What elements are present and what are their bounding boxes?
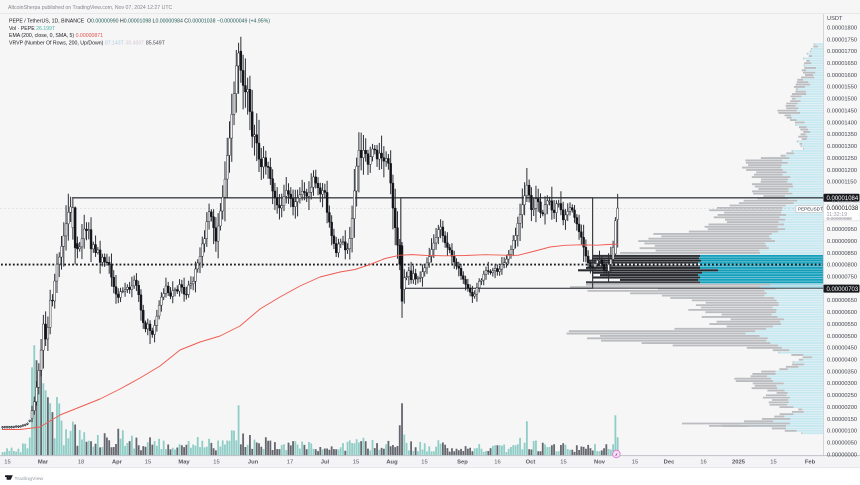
svg-text:0.00000800: 0.00000800 xyxy=(827,263,857,269)
svg-text:0.00000350: 0.00000350 xyxy=(827,369,857,375)
svg-text:Oct: Oct xyxy=(526,460,536,466)
svg-text:Apr: Apr xyxy=(112,460,123,466)
svg-text:18: 18 xyxy=(78,460,84,466)
svg-text:15: 15 xyxy=(4,460,10,466)
svg-text:Jul: Jul xyxy=(321,460,330,466)
svg-text:0.00001400: 0.00001400 xyxy=(827,120,857,126)
svg-text:Aug: Aug xyxy=(386,460,398,466)
svg-text:0.00000550: 0.00000550 xyxy=(827,322,857,328)
svg-text:Vol · PEPE 26.199T: Vol · PEPE 26.199T xyxy=(9,26,56,32)
svg-text:15: 15 xyxy=(770,460,776,466)
svg-text:Jun: Jun xyxy=(248,460,259,466)
svg-text:15: 15 xyxy=(145,460,151,466)
svg-text:0.00001200: 0.00001200 xyxy=(827,168,857,174)
svg-text:Dec: Dec xyxy=(664,460,675,466)
svg-text:0.00000900: 0.00000900 xyxy=(827,239,857,245)
svg-text:15: 15 xyxy=(632,460,638,466)
svg-text:Nov: Nov xyxy=(594,460,606,466)
svg-text:0.00001750: 0.00001750 xyxy=(827,37,857,43)
svg-text:0.00001300: 0.00001300 xyxy=(827,144,857,150)
svg-text:0.00001650: 0.00001650 xyxy=(827,61,857,67)
svg-text:0.00000989: 0.00000989 xyxy=(827,216,853,222)
svg-text:0.00000950: 0.00000950 xyxy=(827,227,857,233)
svg-text:0.00001450: 0.00001450 xyxy=(827,109,857,115)
svg-text:15: 15 xyxy=(213,460,219,466)
svg-text:11:32:19: 11:32:19 xyxy=(827,212,848,218)
svg-text:0.00001700: 0.00001700 xyxy=(827,49,857,55)
svg-text:PEPE / TetherUS, 1D, BINANCE: PEPE / TetherUS, 1D, BINANCE O0.00000990… xyxy=(9,18,270,24)
svg-text:Mar: Mar xyxy=(38,460,49,466)
svg-text:Feb: Feb xyxy=(805,460,816,466)
svg-text:16: 16 xyxy=(494,460,500,466)
svg-text:0.00000200: 0.00000200 xyxy=(827,405,857,411)
svg-text:0.00000000: 0.00000000 xyxy=(827,452,857,458)
svg-text:15: 15 xyxy=(560,460,566,466)
svg-text:AltcoinSherpa published on Tra: AltcoinSherpa published on TradingView.c… xyxy=(8,5,173,11)
svg-text:0.00000400: 0.00000400 xyxy=(827,358,857,364)
svg-text:0.00000600: 0.00000600 xyxy=(827,310,857,316)
svg-text:EMA (200, close, 0, SMA, 5) 0.: EMA (200, close, 0, SMA, 5) 0.00000871 xyxy=(9,33,103,39)
svg-text:0.00000450: 0.00000450 xyxy=(827,346,857,352)
svg-text:0.00000850: 0.00000850 xyxy=(827,251,857,257)
svg-text:15: 15 xyxy=(353,460,359,466)
svg-text:0.00000300: 0.00000300 xyxy=(827,381,857,387)
svg-text:0.00001038: 0.00001038 xyxy=(827,206,859,212)
svg-text:0.00001800: 0.00001800 xyxy=(827,25,857,31)
svg-text:15: 15 xyxy=(421,460,427,466)
svg-text:0.00001600: 0.00001600 xyxy=(827,73,857,79)
svg-text:0.00000703: 0.00000703 xyxy=(827,287,859,293)
svg-text:PEPEUSDT: PEPEUSDT xyxy=(798,207,823,212)
svg-text:16: 16 xyxy=(700,460,706,466)
svg-text:0.00001084: 0.00001084 xyxy=(827,196,859,202)
svg-text:May: May xyxy=(178,460,190,466)
svg-text:0.00000100: 0.00000100 xyxy=(827,429,857,435)
svg-text:0.00000750: 0.00000750 xyxy=(827,275,857,281)
svg-text:2025: 2025 xyxy=(732,460,746,466)
svg-text:0.00001350: 0.00001350 xyxy=(827,132,857,138)
svg-text:TradingView: TradingView xyxy=(15,476,44,482)
svg-text:0.00001150: 0.00001150 xyxy=(827,180,857,186)
svg-text:0.00000150: 0.00000150 xyxy=(827,417,857,423)
svg-text:0.00001500: 0.00001500 xyxy=(827,97,857,103)
svg-text:0.00000050: 0.00000050 xyxy=(827,441,857,447)
svg-text:0.00000250: 0.00000250 xyxy=(827,393,857,399)
svg-text:0.00000650: 0.00000650 xyxy=(827,298,857,304)
svg-text:0.00001250: 0.00001250 xyxy=(827,156,857,162)
svg-text:Sep: Sep xyxy=(457,460,468,466)
svg-text:0.00001550: 0.00001550 xyxy=(827,85,857,91)
svg-text:VRVP (Number Of Rows, 200, Up/: VRVP (Number Of Rows, 200, Up/Down) 87.1… xyxy=(9,40,166,46)
svg-text:17: 17 xyxy=(287,460,293,466)
svg-text:0.00000500: 0.00000500 xyxy=(827,334,857,340)
svg-text:USDT: USDT xyxy=(827,16,843,22)
svg-text:M. Watchlist+alert: M. Watchlist+alert xyxy=(832,200,860,204)
